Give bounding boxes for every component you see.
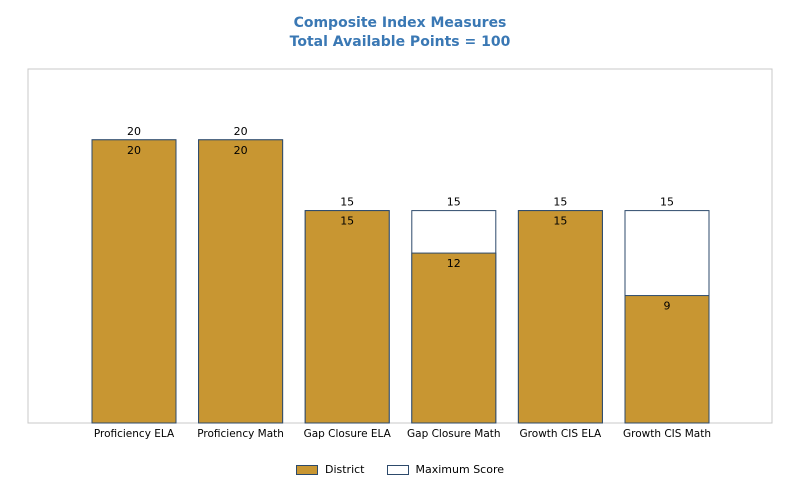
chart-subtitle: Total Available Points = 100 bbox=[289, 34, 511, 50]
district-value-label: 12 bbox=[447, 257, 461, 270]
district-bar bbox=[304, 210, 390, 424]
legend-item-district: District bbox=[295, 463, 365, 476]
max-score-label: 15 bbox=[340, 196, 354, 209]
x-tick-label: Proficiency ELA bbox=[94, 428, 175, 440]
max-score-label: 20 bbox=[127, 125, 141, 138]
district-value-label: 15 bbox=[553, 215, 567, 228]
chart-legend: District Maximum Score bbox=[0, 463, 800, 476]
legend-label-district: District bbox=[324, 463, 365, 476]
max-score-label: 15 bbox=[447, 196, 461, 209]
x-tick-label: Gap Closure ELA bbox=[304, 428, 392, 440]
district-bar bbox=[517, 210, 603, 424]
district-bar bbox=[198, 139, 284, 424]
x-tick-label: Growth CIS ELA bbox=[520, 428, 602, 440]
district-bar bbox=[91, 139, 177, 424]
chart-marks: 20 20 Proficiency ELA 20 20 Proficiency Math 1… bbox=[91, 125, 711, 440]
max-score-label: 15 bbox=[660, 196, 674, 209]
max-score-label: 15 bbox=[553, 196, 567, 209]
x-tick-label: Growth CIS Math bbox=[623, 428, 711, 440]
legend-item-maximum-score: Maximum Score bbox=[386, 463, 505, 476]
chart-title: Composite Index Measures bbox=[293, 15, 507, 31]
district-value-label: 20 bbox=[127, 144, 141, 157]
district-value-label: 20 bbox=[234, 144, 248, 157]
chart-title-block: Composite Index Measures Total Available… bbox=[0, 14, 800, 52]
legend-swatch-district bbox=[295, 464, 318, 475]
x-tick-label: Gap Closure Math bbox=[407, 428, 501, 440]
x-tick-label: Proficiency Math bbox=[197, 428, 284, 440]
district-bar bbox=[624, 295, 710, 424]
max-score-label: 20 bbox=[234, 125, 248, 138]
district-value-label: 9 bbox=[664, 300, 671, 313]
district-value-label: 15 bbox=[340, 215, 354, 228]
legend-swatch-maximum-score bbox=[386, 464, 409, 475]
legend-label-maximum-score: Maximum Score bbox=[415, 463, 505, 476]
district-bar bbox=[411, 252, 497, 424]
